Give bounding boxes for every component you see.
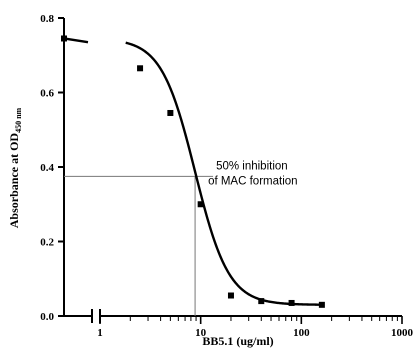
data-point-marker [227, 292, 234, 299]
annotation-line-1: 50% inhibition [216, 160, 288, 172]
data-points [61, 35, 325, 308]
x-tick-label: 10 [195, 327, 207, 339]
data-point-marker [61, 35, 67, 42]
y-tick-label: 0.6 [40, 88, 54, 100]
data-point-marker [318, 301, 325, 308]
y-axis-title-main: Absorbance at OD [7, 133, 21, 229]
data-point-marker [288, 299, 295, 306]
x-tick-label: 1 [97, 327, 103, 339]
data-point-marker [167, 109, 174, 116]
x-axis-ticks: 1 10 100 1000 [97, 316, 414, 339]
data-point-marker [197, 201, 204, 208]
y-axis-ticks: 0.0 0.2 0.4 0.6 0.8 [40, 13, 64, 323]
x-axis-title: BB5.1 (ug/ml) [202, 334, 273, 348]
data-point-marker [137, 65, 144, 72]
y-axis-title: Absorbance at OD450 nm [7, 107, 23, 228]
y-tick-label: 0.0 [40, 311, 54, 323]
y-tick-label: 0.4 [40, 162, 54, 174]
y-axis-title-subscript: 450 nm [14, 107, 23, 132]
x-tick-label: 1000 [391, 327, 414, 339]
fit-curve [125, 41, 322, 306]
x-tick-label: 100 [293, 327, 310, 339]
y-tick-label: 0.2 [40, 237, 54, 249]
zero-dose-curve-segment [63, 37, 89, 44]
y-tick-label: 0.8 [40, 13, 54, 25]
annotation-line-2: of MAC formation [208, 175, 297, 187]
data-point-marker [258, 298, 265, 305]
